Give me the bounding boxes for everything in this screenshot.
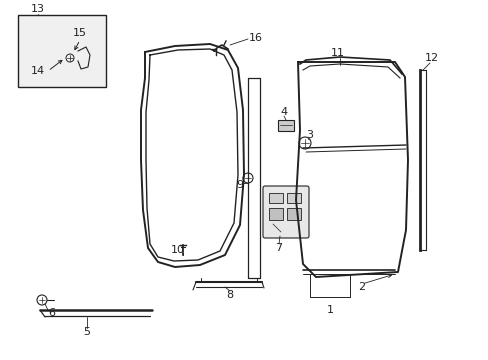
- Text: 14: 14: [31, 66, 45, 76]
- Text: 11: 11: [330, 48, 345, 58]
- Text: 13: 13: [31, 4, 45, 14]
- Text: 12: 12: [424, 53, 438, 63]
- Text: 9: 9: [236, 180, 243, 190]
- Text: 15: 15: [73, 28, 87, 38]
- Bar: [268, 208, 283, 220]
- Text: 10: 10: [171, 245, 184, 255]
- FancyBboxPatch shape: [263, 186, 308, 238]
- Text: 3: 3: [306, 130, 313, 140]
- Text: 6: 6: [48, 308, 55, 318]
- Bar: [278, 120, 293, 131]
- Text: 2: 2: [358, 282, 365, 292]
- Text: 8: 8: [226, 290, 233, 300]
- Text: 5: 5: [83, 327, 90, 337]
- Bar: [286, 208, 301, 220]
- Bar: [286, 193, 301, 203]
- Bar: [18, 15, 106, 87]
- Text: 16: 16: [248, 33, 263, 43]
- Text: 7: 7: [275, 243, 282, 253]
- Text: 1: 1: [326, 305, 333, 315]
- Text: 4: 4: [280, 107, 287, 117]
- Bar: [268, 193, 283, 203]
